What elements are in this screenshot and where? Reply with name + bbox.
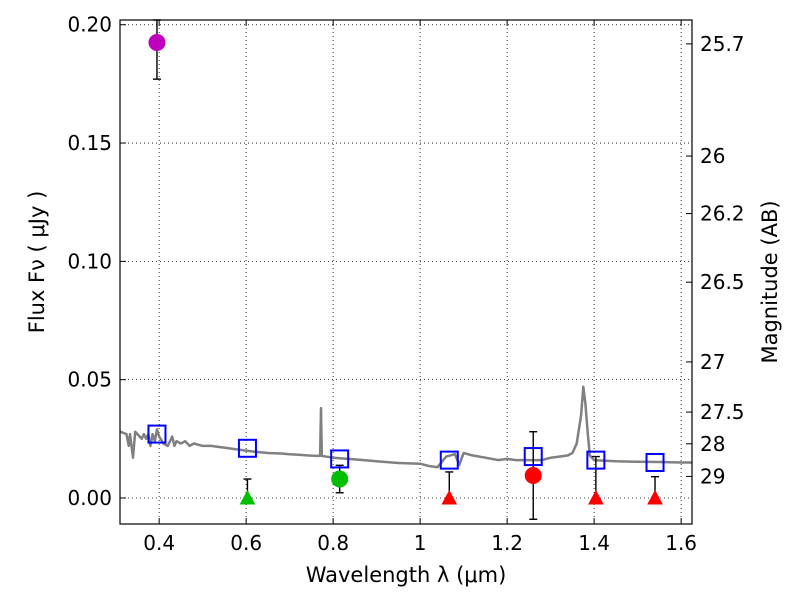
x-tick-label: 1 (414, 531, 427, 555)
upper-limit-triangle (239, 489, 256, 505)
y-tick-label: 0.05 (67, 368, 112, 392)
x-tick-label: 0.8 (317, 531, 349, 555)
model-square (439, 450, 459, 470)
x-tick-label: 0.6 (230, 531, 262, 555)
model-square (237, 438, 257, 458)
y-tick-label: 0.00 (67, 486, 112, 510)
markers (147, 33, 665, 505)
x-tick-label: 1.2 (491, 531, 523, 555)
y2-tick-label: 26 (700, 144, 725, 168)
ticks: 0.4 0.6 0.8 1 1.2 1.4 1.6 0.00 0.05 0.10 0.15 0.20 2… (67, 13, 744, 555)
spectrum-layer (119, 385, 692, 469)
detection-point (148, 33, 166, 51)
detection-point (331, 470, 349, 488)
spectrum-line (119, 385, 692, 469)
detection-point (524, 466, 542, 484)
y2-axis-title: Magnitude (AB) (758, 200, 782, 363)
y-tick-label: 0.15 (67, 131, 112, 155)
model-square (330, 449, 350, 469)
y2-tick-label: 26.5 (700, 270, 745, 294)
x-tick-label: 1.4 (578, 531, 610, 555)
y2-tick-label: 28 (700, 432, 725, 456)
x-tick-label: 1.6 (665, 531, 697, 555)
plot-frame (119, 19, 693, 525)
y2-tick-label: 29 (700, 464, 725, 488)
model-square (523, 447, 543, 467)
upper-limit-triangle (647, 489, 663, 505)
x-axis-title: Wavelength λ (μm) (306, 563, 507, 587)
model-square (645, 452, 665, 472)
y-tick-label: 0.20 (67, 13, 112, 37)
upper-limit-triangle (441, 489, 458, 505)
y2-tick-label: 25.7 (700, 32, 745, 56)
y-tick-label: 0.10 (67, 249, 112, 273)
y2-tick-label: 27.5 (700, 400, 745, 424)
model-square (147, 424, 167, 444)
upper-limit-triangle (588, 489, 604, 505)
y-axis-title: Flux Fν ( μJy ) (25, 191, 49, 334)
model-square (586, 450, 606, 470)
x-tick-label: 0.4 (143, 531, 175, 555)
y2-tick-label: 26.2 (700, 202, 745, 226)
y2-tick-label: 27 (700, 350, 725, 374)
